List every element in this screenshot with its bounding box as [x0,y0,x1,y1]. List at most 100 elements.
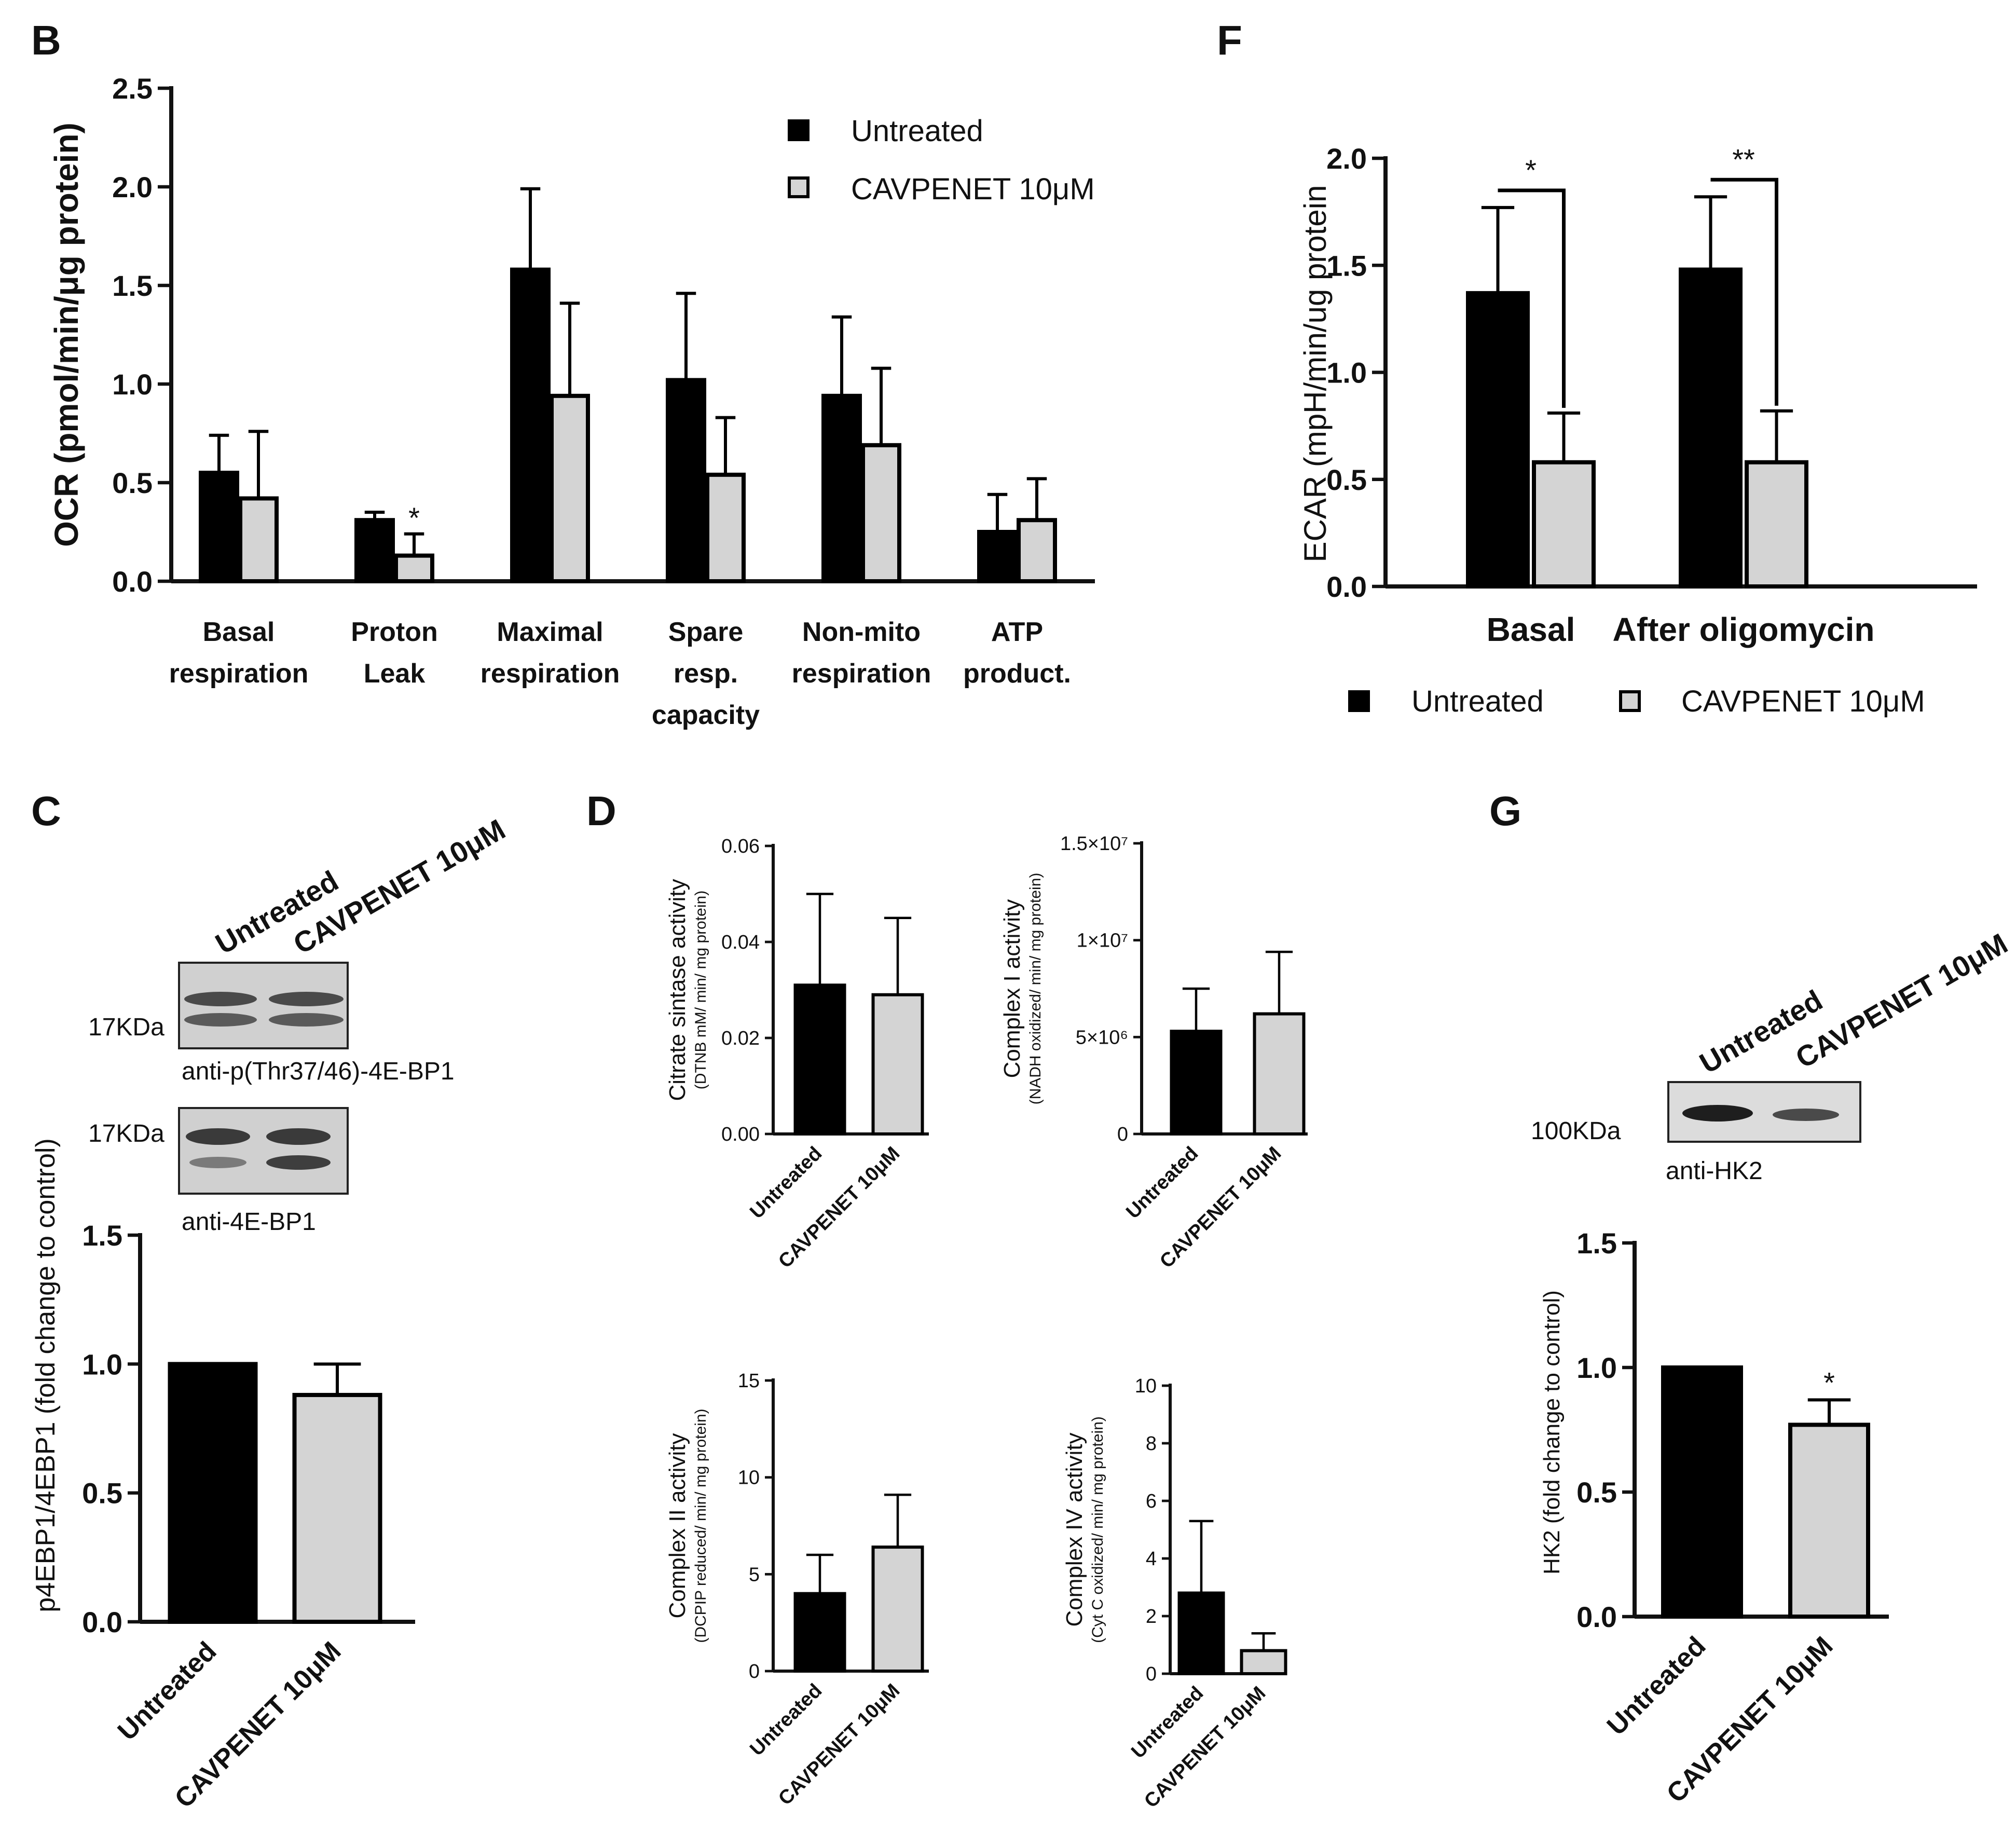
chart-ocr: 0.0 0.5 1.0 1.5 2.0 2.5 Basal respiration Proton… [48,72,1095,730]
blot-c-kda-2: 17KDa [88,1120,164,1147]
significance-marker: ** [1732,143,1755,175]
x-category-label: respiration [481,659,620,689]
panel-letter-b: B [31,17,61,63]
y-axis-label: Complex I activity [999,899,1025,1078]
x-category-label: Leak [364,659,426,689]
bar-untreated [796,1594,845,1671]
blot-c-antibody-2: anti-4E-BP1 [182,1208,316,1236]
bar-cavpenet [240,498,277,581]
bar-untreated [1172,1031,1221,1134]
y-tick-label: 1.5 [1576,1227,1617,1260]
bar-untreated [512,270,548,581]
bar-untreated [979,532,1016,581]
y-tick-label: 0.02 [721,1028,760,1049]
y-axis-label: HK2 (fold change to control) [1539,1290,1565,1575]
blot-g-antibody: anti-HK2 [1666,1157,1763,1185]
y-axis-label: ECAR (mpH/min/ug protein [1298,185,1333,563]
y-tick-label: 6 [1146,1491,1157,1512]
legend-label-untreated: Untreated [1411,685,1544,718]
blot-g-label-cavpenet: CAVPENET 10μM [1790,927,2013,1074]
y-axis-label: p4EBP1/4EBP1 (fold change to control) [31,1138,61,1612]
significance-marker: * [1525,154,1537,186]
y-tick-label: 10 [738,1467,760,1489]
x-category-label: Untreated [746,1143,826,1223]
bar-untreated [796,985,845,1134]
legend-label-cavpenet: CAVPENET 10μM [1681,685,1925,718]
legend-swatch-untreated [1348,690,1370,712]
bar-cavpenet [873,995,923,1134]
figure: B F C D G 0.00.51.01.52.02.5Basalrespira… [0,0,2016,1846]
y-tick-label: 15 [738,1370,760,1392]
y-tick-label: 0 [749,1661,760,1683]
significance-marker: * [1823,1366,1835,1399]
blot-g-kda: 100KDa [1531,1117,1621,1145]
bar-cavpenet [396,556,432,581]
y-axis-sublabel: (Cyt C oxidized/ min/ mg protein) [1089,1416,1106,1643]
bar-untreated [1180,1593,1224,1674]
y-tick-label: 1.0 [112,368,153,401]
bar-cavpenet [1747,462,1806,586]
y-tick-label: 5 [749,1564,760,1585]
legend-ocr: Untreated CAVPENET 10μM [788,114,1095,206]
bar-untreated [824,396,860,581]
bar-cavpenet [552,396,588,581]
bar-cavpenet [873,1547,923,1671]
western-blot-g: Untreated CAVPENET 10μM 100KDa anti-HK2 [1531,927,2013,1185]
y-axis-sublabel: (NADH oxidized/ min/ mg protein) [1027,873,1044,1105]
y-tick-label: 0.0 [112,565,153,598]
legend-label-cavpenet: CAVPENET 10μM [851,172,1095,206]
bar-cavpenet [1255,1014,1304,1134]
bar-cavpenet [863,445,899,581]
y-axis-label: Complex II activity [665,1433,690,1619]
x-category-label: respiration [792,659,931,689]
bar-untreated [201,473,237,581]
x-category-label: Untreated [746,1680,826,1760]
legend-ecar: Untreated CAVPENET 10μM [1348,685,1925,718]
y-tick-label: 0 [1117,1124,1128,1145]
chart-ecar: 0.0 0.5 1.0 1.5 2.0 Basal After oligomycin ECAR… [1298,142,1977,648]
y-tick-label: 1.0 [82,1348,122,1380]
y-tick-label: 4 [1146,1548,1157,1570]
x-category-label: Basal [203,617,275,647]
bar-untreated [668,380,704,581]
y-tick-label: 5×10⁶ [1076,1027,1128,1048]
bar-cavpenet [1242,1651,1286,1674]
x-category-label: ATP [991,617,1043,647]
y-tick-label: 0.5 [82,1477,122,1510]
legend-swatch-cavpenet [789,178,808,197]
legend-label-untreated: Untreated [851,114,983,148]
x-category-label: respiration [169,659,309,689]
y-tick-label: 0.5 [1576,1476,1617,1509]
y-axis-sublabel: (DCPIP reduced/ min/ mg protein) [692,1409,709,1643]
legend-swatch-cavpenet [1621,692,1639,710]
western-blot-c: Untreated CAVPENET 10μM 17KDa anti-p(Thr… [88,813,511,1236]
y-tick-label: 0.0 [82,1606,122,1638]
y-axis-label: OCR (pmol/min/μg protein) [48,122,85,547]
y-axis-label: Complex IV activity [1062,1432,1087,1626]
y-tick-label: 1.5 [82,1219,122,1252]
bar-cavpenet [1019,520,1055,581]
y-axis-label: Citrate sintase activity [665,879,690,1101]
bar-untreated [1681,270,1740,587]
y-tick-label: 0.04 [721,932,760,953]
y-tick-label: 0.0 [1326,570,1367,603]
y-tick-label: 10 [1135,1375,1157,1397]
bar-untreated [356,520,393,581]
x-category-label: CAVPENET 10μM [1140,1683,1270,1812]
x-category-label: Untreated [1601,1631,1712,1741]
y-tick-label: 0.0 [1576,1601,1617,1633]
x-category-label: Proton [351,617,438,647]
x-category-label: product. [963,659,1071,689]
significance-marker: * [408,501,420,534]
bar-cavpenet [707,475,744,581]
x-category-label: resp. [674,659,738,689]
y-tick-label: 0.00 [721,1124,760,1145]
bar-untreated [170,1364,256,1622]
blot-c-membrane-2 [179,1108,348,1194]
blot-c-antibody-1: anti-p(Thr37/46)-4E-BP1 [182,1058,455,1085]
chart-hk2: 0.00.51.01.5UntreatedCAVPENET 10μM*HK2 (… [1539,1227,1889,1809]
panel-letter-c: C [31,788,61,834]
